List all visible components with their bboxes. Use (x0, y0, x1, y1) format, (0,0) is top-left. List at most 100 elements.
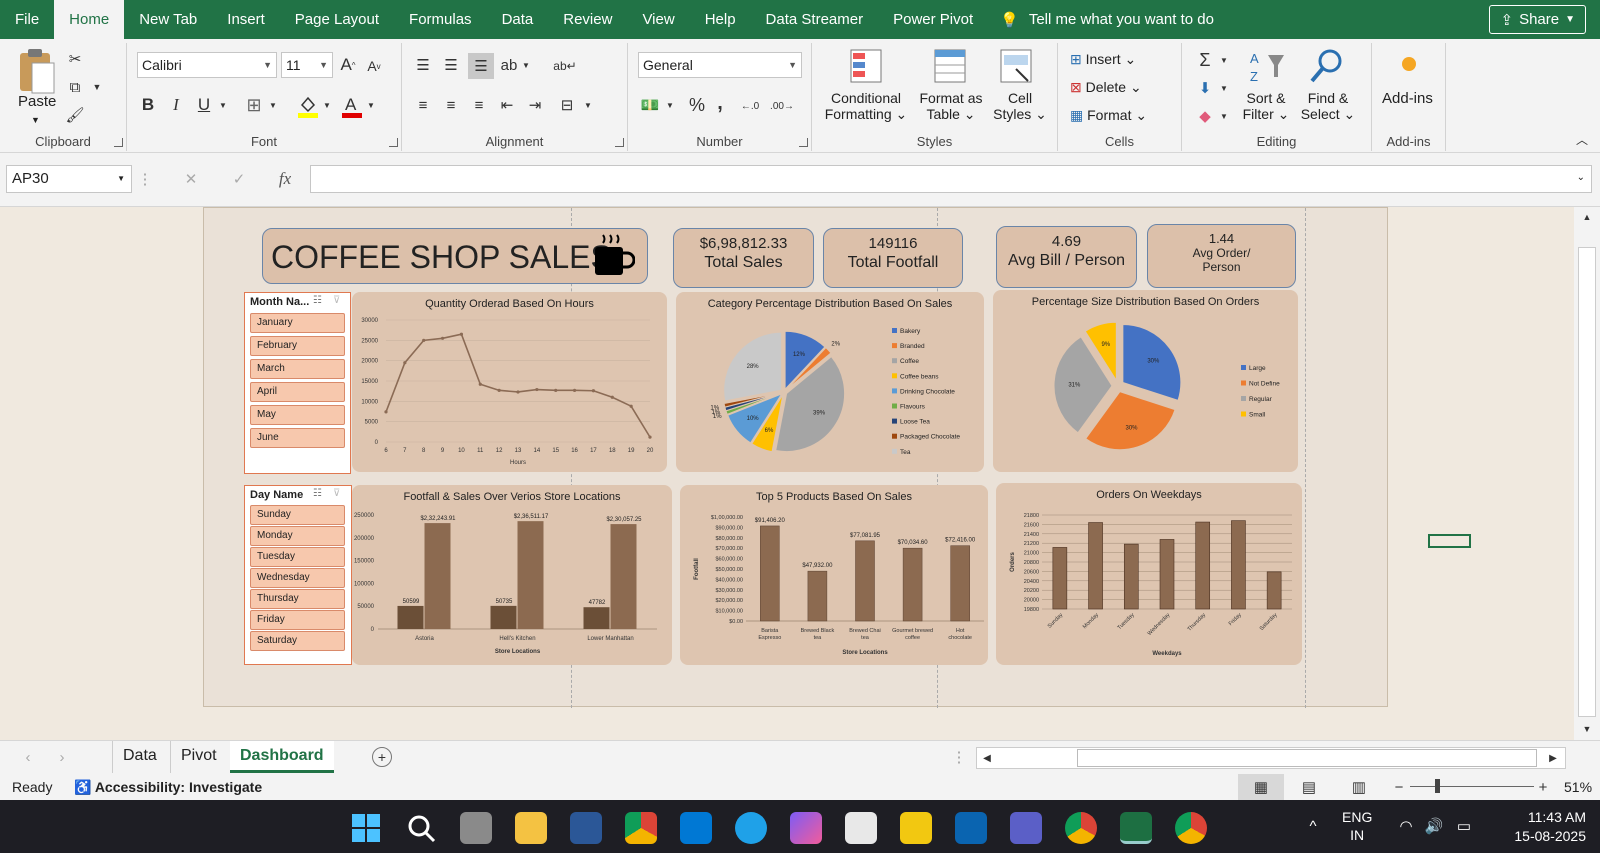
zoom-slider[interactable] (1410, 786, 1534, 787)
language-indicator[interactable]: ENG IN (1342, 808, 1372, 844)
more-options-icon[interactable]: ⋮ (137, 171, 153, 188)
wifi-icon[interactable]: ◠ (1399, 818, 1413, 835)
autosum-icon[interactable]: Σ (1199, 49, 1211, 70)
insert-function-button[interactable]: fx (278, 169, 292, 188)
format-as-table-icon[interactable] (932, 47, 968, 85)
decrease-indent-icon[interactable]: ⇤ (500, 97, 514, 114)
slicer-item-may[interactable]: May (250, 405, 345, 425)
task-view-icon[interactable] (460, 812, 492, 844)
sheet-tab-dashboard[interactable]: Dashboard (230, 741, 334, 773)
zoom-in-icon[interactable]: + (1538, 778, 1548, 796)
tab-data[interactable]: Data (501, 11, 534, 28)
chrome-profile-icon[interactable] (1065, 812, 1097, 844)
day-slicer[interactable]: Day Name ☷ ⊽ Sunday Monday Tuesday Wedne… (244, 485, 352, 665)
chevron-down-icon[interactable]: ▼ (666, 100, 674, 110)
more-options-icon[interactable]: ⋮ (951, 749, 967, 766)
page-break-view-icon[interactable]: ▥ (1351, 779, 1367, 796)
dialog-launcher-icon[interactable] (615, 138, 624, 147)
battery-icon[interactable]: ▭ (1456, 818, 1472, 835)
vertical-scrollbar[interactable]: ▲ ▼ (1574, 207, 1600, 740)
chevron-down-icon[interactable]: ▼ (323, 100, 331, 110)
copilot-icon[interactable] (790, 812, 822, 844)
cut-icon[interactable]: ✂ (68, 51, 82, 68)
chevron-down-icon[interactable]: ▼ (219, 100, 227, 110)
tab-new-tab[interactable]: New Tab (139, 11, 198, 28)
dialog-launcher-icon[interactable] (799, 138, 808, 147)
slicer-item-tuesday[interactable]: Tuesday (250, 547, 345, 567)
page-layout-view-icon[interactable]: ▤ (1301, 779, 1317, 796)
comma-style-button[interactable]: , (717, 91, 723, 114)
paste-button[interactable]: Paste (18, 93, 57, 110)
tab-review[interactable]: Review (563, 11, 613, 28)
tab-data-streamer[interactable]: Data Streamer (765, 11, 864, 28)
clock[interactable]: 11:43 AM 15-08-2025 (1490, 808, 1586, 846)
merge-center-icon[interactable]: ⊟ (560, 97, 574, 114)
tab-help[interactable]: Help (704, 11, 736, 28)
chevron-down-icon[interactable]: ▼ (522, 60, 530, 70)
chevron-down-icon[interactable]: ▼ (31, 115, 40, 125)
store-icon[interactable] (845, 812, 877, 844)
percent-style-button[interactable]: % (688, 94, 705, 115)
prev-sheet-icon[interactable]: ‹ (25, 748, 31, 766)
font-color-icon[interactable]: A (341, 93, 363, 119)
add-sheet-icon[interactable]: + (372, 747, 392, 767)
find-select-icon[interactable] (1306, 47, 1346, 87)
month-slicer[interactable]: Month Na... ☷ ⊽ January February March A… (244, 292, 351, 474)
file-explorer-icon[interactable] (515, 812, 547, 844)
chart-card-products[interactable]: Top 5 Products Based On Sales $0.00 $10,0… (680, 485, 988, 665)
chevron-down-icon[interactable]: ▼ (1220, 55, 1228, 65)
chart-card-hours[interactable]: Quantity Orderad Based On Hours 0 5000 100… (352, 292, 667, 472)
align-center-icon[interactable]: ≡ (446, 96, 456, 114)
horizontal-scrollbar[interactable]: ◀ ▶ (976, 747, 1566, 769)
cell-styles-button[interactable]: Cell Styles ⌄ (993, 90, 1047, 122)
sort-filter-button[interactable]: Sort & Filter ⌄ (1242, 90, 1290, 122)
addins-button[interactable]: Add-ins (1382, 90, 1433, 107)
word-icon[interactable] (570, 812, 602, 844)
power-bi-icon[interactable] (900, 812, 932, 844)
clear-filter-icon[interactable]: ⊽ (333, 488, 341, 499)
italic-button[interactable]: I (173, 95, 179, 114)
chevron-up-icon[interactable]: ^ (1309, 817, 1317, 835)
tab-power-pivot[interactable]: Power Pivot (893, 11, 974, 28)
scroll-right-icon[interactable]: ▶ (1549, 752, 1557, 764)
sheet-tab-data[interactable]: Data (112, 741, 167, 773)
name-box[interactable]: AP30 ▼ (6, 165, 132, 193)
wrap-text-icon[interactable]: ab↵ (553, 59, 577, 73)
cancel-icon[interactable]: ✕ (184, 171, 198, 188)
enter-icon[interactable]: ✓ (232, 171, 246, 188)
next-sheet-icon[interactable]: › (59, 748, 65, 766)
slicer-item-sunday[interactable]: Sunday (250, 505, 345, 525)
increase-decimal-icon[interactable]: ←.0 (740, 100, 760, 112)
chevron-down-icon[interactable]: ▼ (269, 100, 277, 110)
fill-icon[interactable]: ⬇ (1198, 80, 1212, 97)
slicer-item-february[interactable]: February (250, 336, 345, 356)
dialog-launcher-icon[interactable] (389, 138, 398, 147)
delete-cells-button[interactable]: ⊠ Delete ⌄ (1070, 79, 1142, 95)
borders-icon[interactable]: ⊞ (246, 94, 262, 115)
chart-card-size[interactable]: Percentage Size Distribution Based On Or… (993, 290, 1298, 472)
selected-cell[interactable] (1428, 534, 1471, 548)
accessibility-status[interactable]: ♿ Accessibility: Investigate (74, 779, 262, 796)
number-format-select[interactable]: General ▼ (638, 52, 802, 78)
chart-card-category[interactable]: Category Percentage Distribution Based O… (676, 292, 984, 472)
zoom-level[interactable]: 51% (1564, 779, 1593, 795)
format-as-table-button[interactable]: Format as Table ⌄ (919, 90, 983, 122)
format-painter-icon[interactable]: 🖌 (65, 107, 85, 124)
scroll-thumb[interactable] (1077, 749, 1537, 767)
multi-select-icon[interactable]: ☷ (313, 295, 322, 306)
find-select-button[interactable]: Find & Select ⌄ (1300, 90, 1356, 122)
worksheet-grid[interactable]: COFFEE SHOP SALES $6,98,812.33 Total Sal… (0, 207, 1574, 740)
slicer-item-monday[interactable]: Monday (250, 526, 345, 546)
copy-icon[interactable]: ⧉ (69, 78, 81, 96)
tab-formulas[interactable]: Formulas (409, 11, 472, 28)
scroll-thumb[interactable] (1578, 247, 1596, 717)
align-top-icon[interactable]: ☰ (416, 57, 430, 74)
paste-icon[interactable] (14, 47, 56, 95)
slicer-item-april[interactable]: April (250, 382, 345, 402)
zoom-slider-thumb[interactable] (1435, 779, 1440, 793)
scroll-left-icon[interactable]: ◀ (983, 752, 991, 764)
font-name-select[interactable]: Calibri ▼ (137, 52, 277, 78)
underline-button[interactable]: U (197, 95, 211, 114)
tab-view[interactable]: View (642, 11, 675, 28)
